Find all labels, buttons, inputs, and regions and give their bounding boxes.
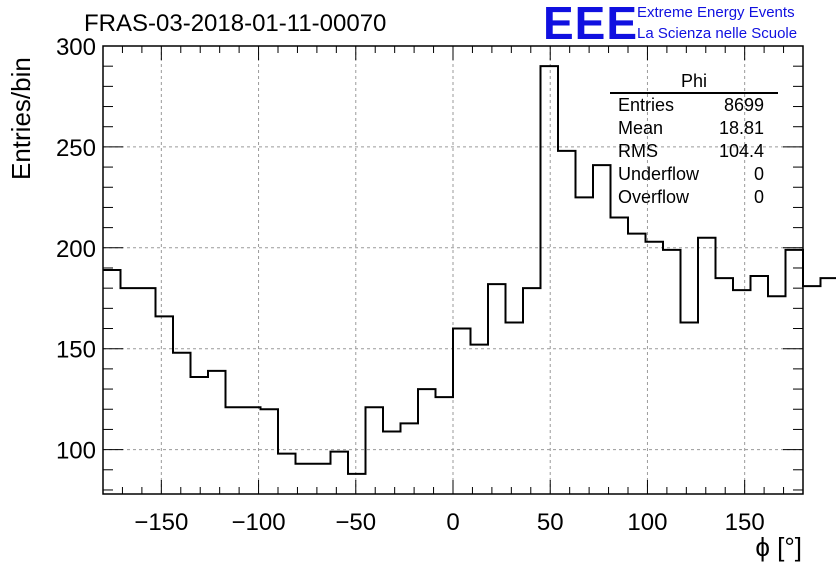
y-tick-label: 200 bbox=[56, 236, 96, 263]
stats-row-rms: RMS 104.4 bbox=[610, 140, 778, 163]
chart-title: FRAS-03-2018-01-11-00070 bbox=[84, 10, 387, 37]
logo-line-2: La Scienza nelle Scuole bbox=[637, 25, 798, 42]
stats-row-mean: Mean 18.81 bbox=[610, 117, 778, 140]
x-tick-label: −150 bbox=[134, 509, 188, 536]
y-tick-label: 150 bbox=[56, 337, 96, 364]
stats-row-overflow: Overflow 0 bbox=[610, 186, 778, 209]
stats-label: Mean bbox=[618, 118, 664, 138]
stats-value: 0 bbox=[753, 187, 764, 207]
y-axis-label: Entries/bin bbox=[6, 57, 36, 180]
stats-row-underflow: Underflow 0 bbox=[610, 163, 778, 186]
y-tick-label: 100 bbox=[56, 438, 96, 465]
x-tick-label: 100 bbox=[627, 509, 667, 536]
x-axis-label: ϕ [°] bbox=[755, 532, 802, 562]
stats-row-entries: Entries 8699 bbox=[610, 94, 778, 117]
stats-title: Phi bbox=[610, 70, 778, 94]
y-tick-label: 250 bbox=[56, 135, 96, 162]
stats-box: Phi Entries 8699 Mean 18.81 RMS 104.4 Un… bbox=[610, 70, 778, 209]
stats-label: Overflow bbox=[618, 187, 690, 207]
stats-value: 0 bbox=[753, 164, 764, 184]
stats-label: Entries bbox=[618, 95, 675, 115]
logo-line-1: Extreme Energy Events bbox=[637, 4, 795, 21]
stats-value: 18.81 bbox=[718, 118, 764, 138]
eee-logo: EEE bbox=[543, 0, 639, 49]
x-tick-label: 150 bbox=[725, 509, 765, 536]
stats-label: Underflow bbox=[618, 164, 700, 184]
stats-value: 104.4 bbox=[718, 141, 764, 161]
y-tick-label: 300 bbox=[56, 34, 96, 61]
stats-value: 8699 bbox=[723, 95, 764, 115]
plot-frame bbox=[102, 45, 804, 495]
stats-label: RMS bbox=[618, 141, 658, 161]
histogram-series bbox=[103, 65, 836, 475]
x-tick-label: −50 bbox=[335, 509, 376, 536]
x-tick-label: 0 bbox=[446, 509, 459, 536]
x-tick-label: −100 bbox=[232, 509, 286, 536]
x-tick-label: 50 bbox=[537, 509, 564, 536]
